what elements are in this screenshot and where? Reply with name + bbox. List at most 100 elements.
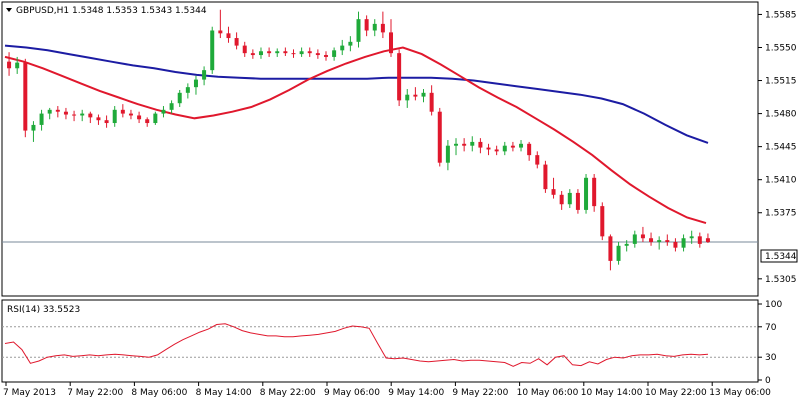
candle-body — [372, 23, 377, 31]
price-tick-label: 1.5480 — [765, 110, 797, 120]
candle — [380, 11, 385, 39]
candle-body — [145, 119, 150, 124]
candle-body — [575, 192, 580, 210]
candle-body — [283, 51, 288, 54]
candle — [267, 47, 272, 57]
candle-body — [437, 111, 442, 163]
candle — [120, 104, 125, 118]
candle — [486, 143, 491, 156]
candle — [275, 48, 280, 57]
candle — [478, 138, 483, 154]
candle-body — [15, 62, 20, 69]
candle — [681, 234, 686, 252]
candle — [234, 32, 239, 50]
candle — [519, 140, 524, 152]
time-tick-label: 7 May 22:00 — [67, 388, 123, 398]
candle — [705, 233, 710, 243]
candle-body — [559, 194, 564, 205]
candle-body — [202, 70, 207, 80]
candle — [462, 138, 467, 152]
candle — [665, 234, 670, 246]
price-pane-frame — [1, 1, 759, 297]
candle — [15, 56, 20, 74]
candle — [202, 66, 207, 86]
candle — [348, 36, 353, 52]
candle — [299, 47, 304, 57]
candle-body — [665, 240, 670, 243]
candle — [291, 49, 296, 58]
candle-body — [96, 117, 101, 121]
candle-body — [519, 143, 524, 148]
candle — [226, 26, 231, 43]
candle-body — [510, 145, 515, 148]
candle — [218, 9, 223, 39]
candle-body — [608, 236, 613, 261]
candle-body — [478, 141, 483, 148]
candle — [600, 202, 605, 241]
price-tick-label: 1.5445 — [765, 143, 797, 153]
candle — [689, 230, 694, 244]
candle-body — [429, 92, 434, 112]
rsi-pane[interactable]: RSI(14) 33.5523 — [1, 299, 759, 383]
price-tick-label: 1.5305 — [765, 275, 797, 285]
candle — [258, 47, 263, 59]
candle-body — [72, 114, 77, 116]
candle — [584, 174, 589, 214]
candle-body — [234, 38, 239, 46]
candle-body — [323, 55, 328, 57]
candle-body — [299, 51, 304, 55]
candle-body — [120, 109, 125, 114]
candle-body — [112, 109, 117, 124]
candle-body — [705, 238, 710, 243]
candle — [47, 107, 52, 120]
candle — [283, 47, 288, 56]
price-axis: 1.5585 1.5550 1.5515 1.5480 1.5445 1.5410 1.53… — [758, 10, 797, 285]
candle — [470, 136, 475, 152]
candle — [96, 114, 101, 125]
candle-body — [649, 238, 654, 243]
candle-body — [340, 45, 345, 51]
candle — [161, 106, 166, 118]
candle — [543, 160, 548, 193]
candle — [413, 87, 418, 101]
candle — [372, 19, 377, 37]
candle-body — [462, 143, 467, 146]
current-price-badge-box — [760, 249, 798, 263]
candle-body — [185, 87, 190, 93]
candle-body — [486, 147, 491, 150]
candle — [592, 174, 597, 212]
candle-body — [356, 19, 361, 42]
candle-body — [616, 245, 621, 261]
candle-body — [632, 234, 637, 244]
ma-slow-line — [4, 44, 709, 144]
time-axis: 7 May 2013 7 May 22:00 8 May 06:00 8 May 14… — [3, 382, 771, 398]
candle — [153, 111, 158, 125]
candle-body — [332, 50, 337, 57]
dropdown-triangle-icon[interactable] — [6, 8, 12, 12]
candle-body — [63, 111, 68, 115]
price-pane[interactable]: GBPUSD,H1 1.5348 1.5353 1.5343 1.5344 — [1, 1, 759, 297]
candle-body — [551, 189, 556, 195]
candle-body — [153, 113, 158, 124]
candle-body — [226, 33, 231, 39]
time-tick-label: 13 May 06:00 — [709, 388, 771, 398]
candle-body — [380, 23, 385, 33]
candle — [356, 11, 361, 48]
time-tick-label: 10 May 06:00 — [517, 388, 579, 398]
candle — [323, 51, 328, 61]
candle — [405, 89, 410, 108]
rsi-header-label: RSI(14) 33.5523 — [7, 305, 80, 315]
candle-body — [55, 109, 60, 112]
candle-body — [405, 94, 410, 101]
price-tick-label: 1.5550 — [765, 43, 797, 53]
candle-body — [364, 19, 369, 31]
candle-body — [161, 109, 166, 114]
ma-slow-layer — [4, 44, 709, 144]
candle-body — [80, 113, 85, 116]
time-tick-label: 8 May 06:00 — [131, 388, 187, 398]
price-tick-label: 1.5515 — [765, 77, 797, 87]
candle — [673, 238, 678, 252]
candle — [616, 242, 621, 265]
price-tick-label: 1.5410 — [765, 176, 797, 186]
candle-body — [502, 145, 507, 152]
